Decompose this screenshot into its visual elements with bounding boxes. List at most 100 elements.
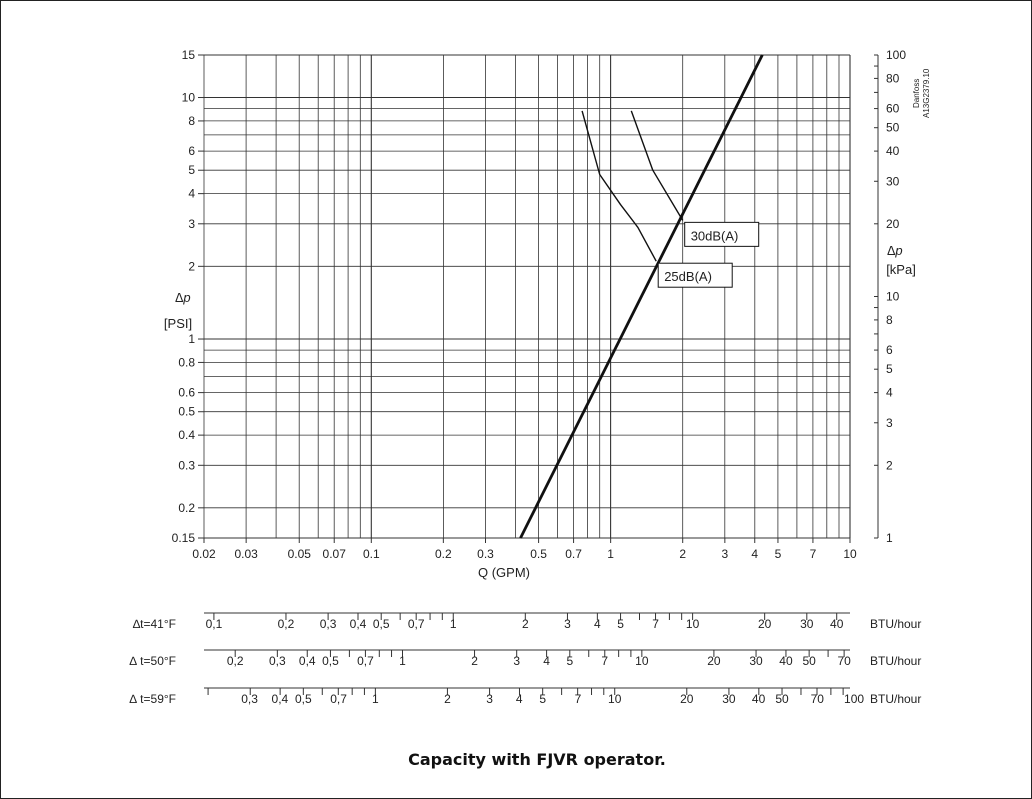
btu-tick-label: 0,3 [320,617,337,631]
y2-tick-label: 30 [886,174,900,188]
btu-tick-label: 1 [399,654,406,668]
x-tick-label: 0.05 [288,547,312,561]
btu-tick-label: 4 [516,692,523,706]
btu-scales: ∆t=41°F BTU/hour 0,1 0,2 0,3 0,4 0,5 0,7 1 2 3 4 5 7 1… [130,612,921,706]
btu-tick-label: 4 [594,617,601,631]
btu-tick-label: 30 [749,654,763,668]
y2-axis-label-unit: [kPa] [886,262,916,277]
btu-tick-label: 3 [513,654,520,668]
y2-tick-label: 80 [886,71,900,85]
x-tick-label: 0.02 [192,547,216,561]
y-tick-label: 0.3 [178,458,195,472]
btu-tick-label: 40 [779,654,793,668]
y2-tick-label: 60 [886,102,900,116]
y-tick-label: 0.15 [172,531,196,545]
y-tick-label: 4 [188,187,195,201]
grid-layer [203,54,851,539]
btu-tick-label: 0,4 [272,692,289,706]
btu-tick-label: 0,5 [373,617,390,631]
noise-curve-25dba [581,110,657,262]
series-layer: 30dB(A) 25dB(A) [519,54,764,539]
y-tick-label: 0.6 [178,386,195,400]
y-tick-label: 1 [188,332,195,346]
y2-axis-label-symbol: ∆p [887,243,902,258]
y-tick-label: 2 [188,259,195,273]
y2-tick-label: 20 [886,217,900,231]
btu-tick-label: 0,2 [227,654,244,668]
btu-tick-label: 2 [444,692,451,706]
y-tick-label: 15 [182,48,196,62]
btu-tick-label: 0,5 [322,654,339,668]
btu-scale-label: ∆ t=50°F [130,654,177,668]
btu-tick-label: 40 [830,617,844,631]
btu-tick-label: 0,3 [241,692,258,706]
annotation-label: 30dB(A) [691,228,739,243]
btu-tick-label: 50 [775,692,789,706]
btu-tick-label: 0,1 [206,617,223,631]
x-tick-label: 0.2 [435,547,452,561]
x-tick-label: 0.1 [363,547,380,561]
btu-tick-label: 5 [566,654,573,668]
btu-scale-label: ∆ t=59°F [130,692,177,706]
btu-tick-label: 3 [564,617,571,631]
y2-tick-label: 2 [886,458,893,472]
y-tick-label: 0.4 [178,428,195,442]
y2-tick-label: 6 [886,343,893,357]
btu-scale-unit: BTU/hour [870,617,921,631]
y-tick-label: 6 [188,144,195,158]
btu-tick-label: 40 [752,692,766,706]
x-tick-label: 0.5 [530,547,547,561]
btu-tick-label: 20 [758,617,772,631]
btu-scale-unit: BTU/hour [870,654,921,668]
btu-scale-label: ∆t=41°F [133,617,176,631]
btu-scale-unit: BTU/hour [870,692,921,706]
y2-tick-label: 10 [886,290,900,304]
figure-caption: Capacity with FJVR operator. [408,750,666,769]
btu-tick-label: 1 [450,617,457,631]
btu-tick-label: 10 [608,692,622,706]
x-axis-label: Q (GPM) [478,565,530,580]
y2-tick-label: 1 [886,531,893,545]
btu-tick-label: 5 [617,617,624,631]
x-tick-label: 1 [607,547,614,561]
btu-tick-label: 50 [802,654,816,668]
btu-tick-label: 5 [539,692,546,706]
btu-tick-label: 0,7 [330,692,347,706]
x-tick-label: 0.3 [477,547,494,561]
btu-tick-label: 100 [844,692,864,706]
y-tick-label: 8 [188,114,195,128]
btu-tick-label: 0,4 [299,654,316,668]
btu-tick-label: 30 [800,617,814,631]
y-tick-label: 0.8 [178,355,195,369]
btu-tick-label: 0,3 [269,654,286,668]
btu-tick-label: 7 [601,654,608,668]
x-tick-label: 4 [751,547,758,561]
y-tick-label: 5 [188,163,195,177]
btu-tick-label: 20 [680,692,694,706]
x-tick-label: 2 [679,547,686,561]
annotation-box [684,221,760,247]
btu-tick-label: 1 [372,692,379,706]
y2-tick-label: 8 [886,313,893,327]
btu-tick-label: 70 [811,692,825,706]
btu-tick-label: 0,7 [357,654,374,668]
stamp-code: A13G2379.10 [922,68,931,118]
y-tick-label: 10 [182,91,196,105]
x-tick-label: 10 [843,547,857,561]
btu-tick-label: 30 [722,692,736,706]
y-axis-label-symbol: ∆p [175,290,190,305]
annotation-box [657,262,733,288]
btu-tick-label: 0,4 [350,617,367,631]
y2-tick-label: 4 [886,386,893,400]
y2-tick-label: 5 [886,362,893,376]
btu-tick-label: 4 [543,654,550,668]
x-tick-label: 0.7 [565,547,582,561]
btu-tick-label: 20 [707,654,721,668]
x-tick-label: 0.07 [323,547,347,561]
btu-tick-label: 7 [575,692,582,706]
btu-tick-label: 0,5 [295,692,312,706]
y-tick-label: 0.5 [178,405,195,419]
btu-tick-label: 7 [652,617,659,631]
